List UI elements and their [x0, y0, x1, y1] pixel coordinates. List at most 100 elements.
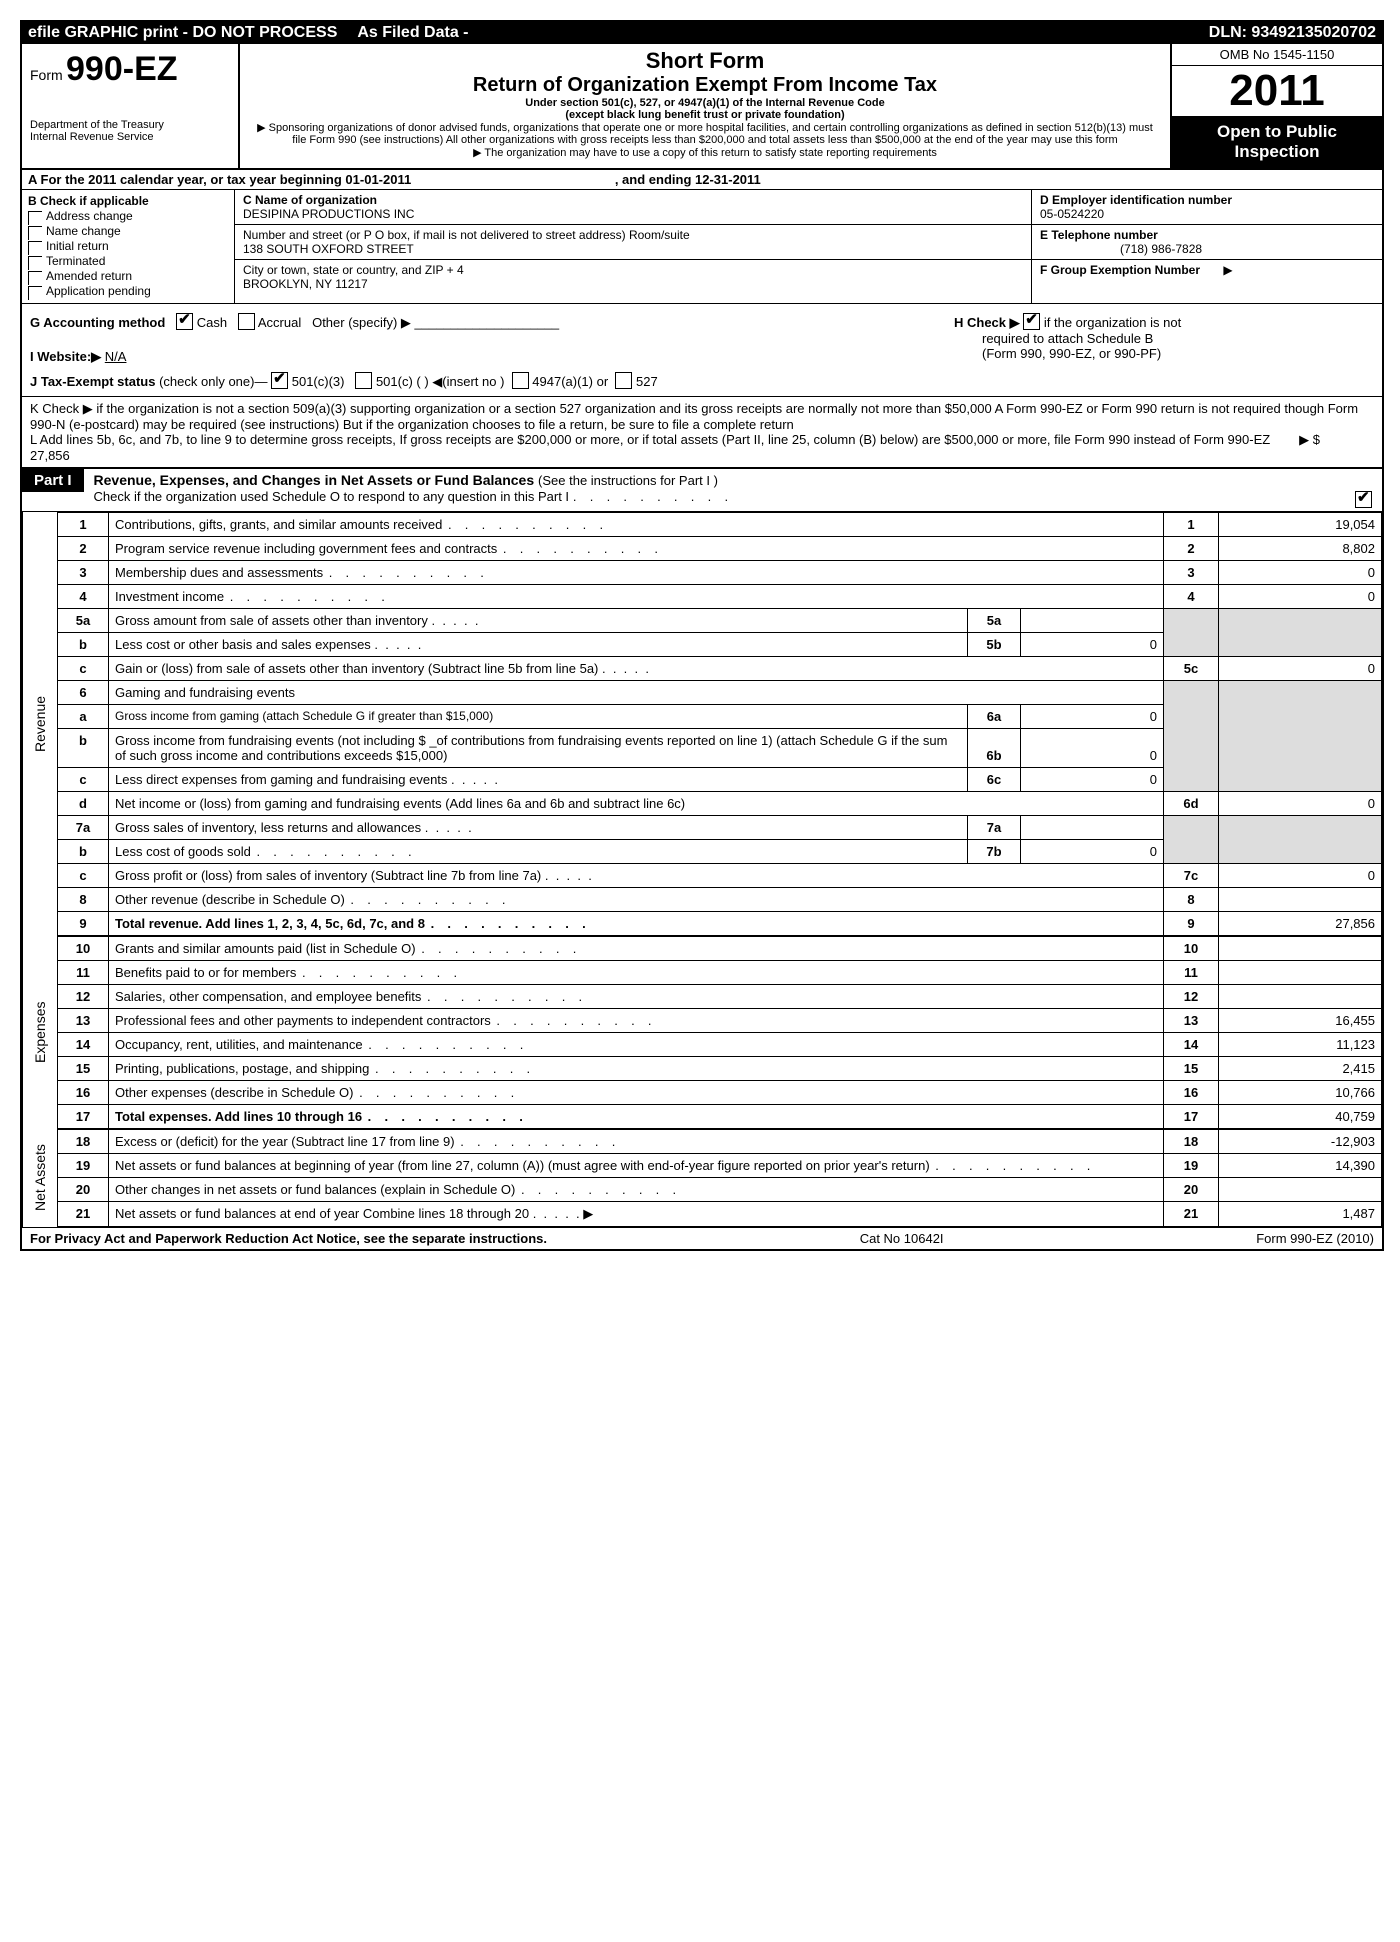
topbar-mid: As Filed Data - [337, 24, 1208, 42]
h-block: H Check ▶ if the organization is not req… [954, 310, 1374, 390]
netassets-table: 18Excess or (deficit) for the year (Subt… [57, 1129, 1382, 1227]
line-10: 10Grants and similar amounts paid (list … [58, 937, 1382, 961]
c-city-label: City or town, state or country, and ZIP … [243, 263, 464, 277]
chk-accrual[interactable] [238, 313, 255, 330]
c-addr-label: Number and street (or P O box, if mail i… [243, 228, 690, 242]
h-line3: (Form 990, 990-EZ, or 990-PF) [982, 346, 1161, 361]
title-short-form: Short Form [250, 48, 1160, 74]
line-a-text: A For the 2011 calendar year, or tax yea… [28, 172, 411, 187]
checkbox-icon [28, 256, 42, 270]
dept-treasury: Department of the Treasury [30, 119, 230, 131]
line-6d: dNet income or (loss) from gaming and fu… [58, 792, 1382, 816]
chk-4947[interactable] [512, 372, 529, 389]
chk-527[interactable] [615, 372, 632, 389]
line-19: 19Net assets or fund balances at beginni… [58, 1154, 1382, 1178]
column-c: C Name of organization DESIPINA PRODUCTI… [235, 190, 1032, 303]
l-text: L Add lines 5b, 6c, and 7b, to line 9 to… [30, 432, 1270, 447]
line-12: 12Salaries, other compensation, and empl… [58, 985, 1382, 1009]
line-a: A For the 2011 calendar year, or tax yea… [22, 170, 1382, 190]
website-value: N/A [105, 349, 127, 364]
g-label: G Accounting method [30, 315, 165, 330]
h-line2: required to attach Schedule B [982, 331, 1153, 346]
ein-value: 05-0524220 [1040, 207, 1104, 221]
line-4: 4Investment income40 [58, 585, 1382, 609]
line-11: 11Benefits paid to or for members11 [58, 961, 1382, 985]
c-name-block: C Name of organization DESIPINA PRODUCTI… [235, 190, 1031, 225]
chk-app-pending[interactable]: Application pending [28, 284, 228, 298]
org-street: 138 SOUTH OXFORD STREET [243, 242, 414, 256]
form-prefix: Form [30, 67, 63, 83]
c-city-block: City or town, state or country, and ZIP … [235, 260, 1031, 294]
checkbox-icon [28, 286, 42, 300]
line-20: 20Other changes in net assets or fund ba… [58, 1178, 1382, 1202]
expenses-section: Expenses 10Grants and similar amounts pa… [22, 936, 1382, 1129]
j-4947: 4947(a)(1) or [532, 374, 608, 389]
checkbox-icon [28, 241, 42, 255]
part1-title: Revenue, Expenses, and Changes in Net As… [84, 469, 1382, 511]
subtitle-2: (except black lung benefit trust or priv… [250, 109, 1160, 121]
topbar-dln: DLN: 93492135020702 [1209, 24, 1376, 42]
open-line2: Inspection [1176, 142, 1378, 162]
open-line1: Open to Public [1176, 122, 1378, 142]
i-label: I Website:▶ [30, 349, 101, 364]
chk-initial-return[interactable]: Initial return [28, 239, 228, 253]
phone-value: (718) 986-7828 [1120, 242, 1202, 256]
footer-formref: Form 990-EZ (2010) [1256, 1231, 1374, 1246]
line-9: 9Total revenue. Add lines 1, 2, 3, 4, 5c… [58, 912, 1382, 936]
org-city: BROOKLYN, NY 11217 [243, 277, 368, 291]
line-13: 13Professional fees and other payments t… [58, 1009, 1382, 1033]
chk-cash[interactable] [176, 313, 193, 330]
chk-h[interactable] [1023, 313, 1040, 330]
chk-part1-schedule-o[interactable] [1355, 491, 1372, 508]
topbar: efile GRAPHIC print - DO NOT PROCESS As … [22, 22, 1382, 44]
l-amt: 27,856 [30, 448, 70, 463]
part1-check-text: Check if the organization used Schedule … [94, 489, 570, 504]
footer-privacy: For Privacy Act and Paperwork Reduction … [30, 1231, 547, 1246]
chk-501c[interactable] [355, 372, 372, 389]
column-def: D Employer identification number 05-0524… [1032, 190, 1382, 303]
section-gh: G Accounting method Cash Accrual Other (… [22, 304, 1382, 397]
j-527: 527 [636, 374, 658, 389]
column-b: B Check if applicable Address change Nam… [22, 190, 235, 303]
k-text: K Check ▶ if the organization is not a s… [30, 401, 1374, 432]
c-name-label: C Name of organization [243, 193, 377, 207]
line-2: 2Program service revenue including gover… [58, 537, 1382, 561]
footer-catno: Cat No 10642I [860, 1231, 944, 1246]
line-8: 8Other revenue (describe in Schedule O)8 [58, 888, 1382, 912]
part1-badge: Part I [22, 469, 84, 492]
expenses-table: 10Grants and similar amounts paid (list … [57, 936, 1382, 1129]
e-label: E Telephone number [1040, 228, 1158, 242]
line-14: 14Occupancy, rent, utilities, and mainte… [58, 1033, 1382, 1057]
section-bcdef: B Check if applicable Address change Nam… [22, 190, 1382, 304]
g-other: Other (specify) ▶ [312, 315, 411, 330]
revenue-label: Revenue [22, 512, 57, 936]
f-group-block: F Group Exemption Number ▶ [1032, 260, 1382, 280]
chk-amended[interactable]: Amended return [28, 269, 228, 283]
dept-irs: Internal Revenue Service [30, 131, 230, 143]
j-label: J Tax-Exempt status [30, 374, 155, 389]
line-16: 16Other expenses (describe in Schedule O… [58, 1081, 1382, 1105]
checkbox-icon [28, 271, 42, 285]
g-accounting: G Accounting method Cash Accrual Other (… [30, 310, 914, 390]
netassets-section: Net Assets 18Excess or (deficit) for the… [22, 1129, 1382, 1227]
chk-address-change[interactable]: Address change [28, 209, 228, 223]
checkbox-icon [28, 226, 42, 240]
line-15: 15Printing, publications, postage, and s… [58, 1057, 1382, 1081]
line-6: 6Gaming and fundraising events [58, 681, 1382, 705]
chk-501c3[interactable] [271, 372, 288, 389]
open-to-public: Open to Public Inspection [1172, 116, 1382, 168]
d-ein-block: D Employer identification number 05-0524… [1032, 190, 1382, 225]
chk-name-change[interactable]: Name change [28, 224, 228, 238]
title-return: Return of Organization Exempt From Incom… [250, 74, 1160, 97]
h-line1b: if the organization is not [1044, 315, 1181, 330]
line-a-ending: , and ending 12-31-2011 [615, 172, 761, 187]
g-accrual: Accrual [258, 315, 301, 330]
h-line1: H Check ▶ [954, 315, 1020, 330]
subtitle-1: Under section 501(c), 527, or 4947(a)(1)… [250, 97, 1160, 109]
expenses-label: Expenses [22, 936, 57, 1129]
l-block: L Add lines 5b, 6c, and 7b, to line 9 to… [30, 432, 1374, 463]
f-arrow: ▶ [1223, 263, 1232, 277]
line-5a: 5aGross amount from sale of assets other… [58, 609, 1382, 633]
chk-terminated[interactable]: Terminated [28, 254, 228, 268]
section-kl: K Check ▶ if the organization is not a s… [22, 397, 1382, 469]
